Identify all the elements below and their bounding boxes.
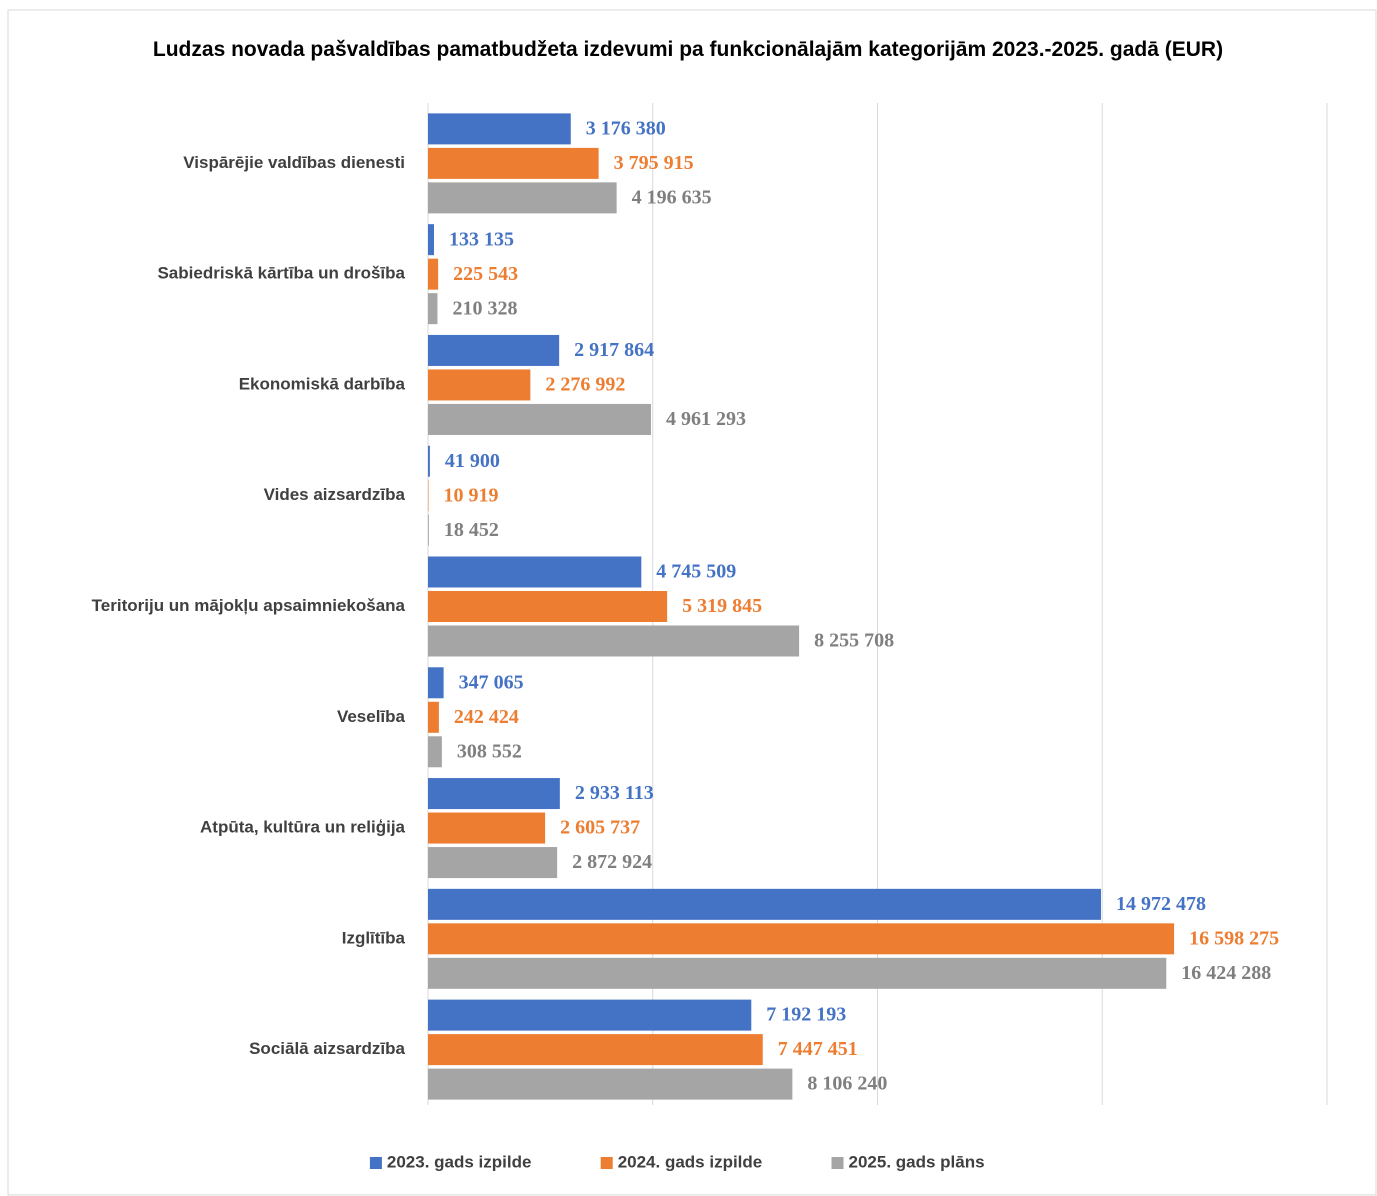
- data-label: 8 106 240: [807, 1073, 887, 1095]
- y-tick-label: Sociālā aizsardzība: [249, 1039, 405, 1058]
- legend-swatch: [600, 1157, 613, 1169]
- data-label: 41 900: [445, 450, 500, 472]
- data-label: 210 328: [452, 297, 517, 319]
- data-label: 7 447 451: [778, 1038, 858, 1060]
- data-label: 133 135: [449, 228, 514, 250]
- data-label: 308 552: [457, 740, 522, 762]
- bar: [428, 591, 668, 622]
- data-label: 2 933 113: [575, 782, 654, 804]
- bar: [428, 778, 560, 810]
- bar: [428, 625, 800, 657]
- bar: [428, 113, 571, 145]
- data-label: 2 605 737: [560, 817, 640, 839]
- data-label: 3 795 915: [614, 152, 694, 174]
- data-label: 8 255 708: [814, 630, 894, 652]
- legend-label: 2025. gads plāns: [849, 1152, 985, 1171]
- bar: [428, 556, 642, 588]
- data-label: 4 961 293: [666, 408, 746, 430]
- data-label: 14 972 478: [1116, 893, 1206, 915]
- y-tick-label: Ekonomiskā darbība: [239, 374, 406, 393]
- legend-swatch: [831, 1157, 844, 1169]
- data-label: 2 872 924: [572, 851, 652, 873]
- legend-swatch: [369, 1157, 382, 1169]
- bar: [428, 147, 599, 179]
- bar: [428, 224, 434, 256]
- bar: [428, 888, 1102, 920]
- data-label: 16 598 275: [1189, 927, 1279, 949]
- chart-title: Ludzas novada pašvaldības pamatbudžeta i…: [152, 38, 1224, 61]
- data-label: 3 176 380: [586, 117, 666, 139]
- y-tick-label: Sabiedriskā kārtība un drošība: [157, 264, 405, 283]
- data-label: 2 276 992: [545, 374, 625, 396]
- data-label: 242 424: [454, 706, 519, 728]
- bar: [428, 403, 652, 435]
- bar: [428, 847, 558, 879]
- y-tick-label: Vispārējie valdības dienesti: [183, 153, 405, 172]
- legend-label: 2024. gads izpilde: [618, 1152, 763, 1171]
- y-tick-label: Veselība: [337, 707, 406, 726]
- chart-border: [7, 9, 1377, 1196]
- bar: [428, 1068, 793, 1100]
- bar: [428, 999, 752, 1031]
- bar: [428, 812, 546, 844]
- bar: [428, 369, 531, 401]
- y-tick-label: Atpūta, kultūra un reliģija: [200, 818, 406, 837]
- data-label: 16 424 288: [1181, 962, 1271, 984]
- data-label: 5 319 845: [682, 595, 762, 617]
- bar: [428, 1034, 763, 1066]
- data-label: 347 065: [459, 671, 524, 693]
- bar: [428, 258, 439, 290]
- data-label: 10 919: [443, 484, 498, 506]
- data-label: 225 543: [453, 263, 518, 285]
- legend-label: 2023. gads izpilde: [387, 1152, 532, 1171]
- data-label: 4 745 509: [656, 561, 736, 583]
- y-tick-label: Teritoriju un mājokļu apsaimniekošana: [92, 596, 406, 615]
- bar: [428, 923, 1175, 955]
- data-label: 2 917 864: [574, 339, 654, 361]
- data-label: 18 452: [444, 519, 499, 541]
- bar: [428, 701, 439, 733]
- bar: [428, 667, 444, 699]
- bar: [428, 957, 1167, 989]
- bar: [428, 736, 442, 768]
- bar: [428, 334, 560, 366]
- bar: [428, 293, 438, 325]
- bar: [428, 182, 617, 214]
- bar: [428, 514, 429, 546]
- y-tick-label: Vides aizsardzība: [264, 485, 406, 504]
- data-label: 7 192 193: [766, 1004, 846, 1026]
- bar: [428, 445, 430, 477]
- data-label: 4 196 635: [632, 186, 712, 208]
- y-tick-label: Izglītība: [342, 928, 406, 947]
